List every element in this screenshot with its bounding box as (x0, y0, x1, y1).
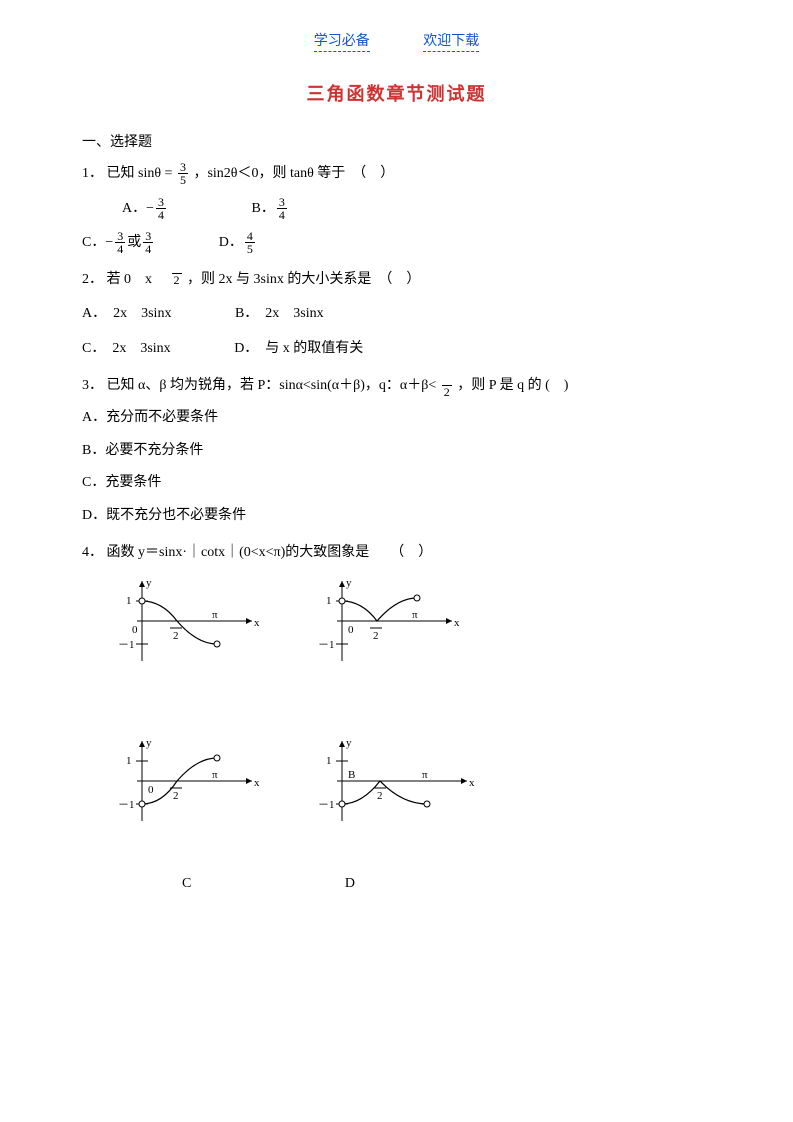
svg-text:π: π (412, 609, 418, 621)
question-4: 4． 函数 y＝sinx·｜cotx｜(0<x<π)的大致图象是 （ ） (82, 540, 711, 567)
svg-text:0: 0 (148, 784, 154, 796)
svg-text:x: x (254, 777, 260, 789)
q2-opt-d: D． 与 x 的取值有关 (234, 336, 363, 363)
svg-text:－1: －1 (118, 799, 135, 811)
q2-opt-c: C． 2x 3sinx (82, 336, 171, 363)
page-header: 学习必备 欢迎下载 (82, 30, 711, 50)
q2-frac: 2 (172, 273, 182, 286)
q3-options: A．充分而不必要条件 B．必要不充分条件 C．充要条件 D．既不充分也不必要条件 (82, 405, 711, 529)
svg-text:1: 1 (326, 755, 332, 767)
q2-opt-a: A． 2x 3sinx (82, 301, 171, 328)
q3-num: 3． (82, 378, 103, 393)
question-1: 1． 已知 sinθ = 35 ，sin2θ＜0，则 tanθ 等于 （ ） A… (82, 161, 711, 257)
q2-options-row1: A． 2x 3sinx B． 2x 3sinx (82, 301, 711, 328)
svg-text:2: 2 (173, 790, 179, 802)
q1-opt-a: A．−34 (122, 196, 168, 223)
q1-opt-d: D．45 (219, 230, 257, 257)
header-right: 欢迎下载 (423, 34, 479, 52)
q1-frac: 35 (178, 161, 188, 186)
q1-opt-c: C．−34或34 (82, 230, 155, 257)
q3-opt-c: C．充要条件 (82, 470, 711, 497)
q2-text-a: 若 0 x (107, 272, 167, 287)
q1-text-b: ，sin2θ＜0，则 tanθ 等于 （ ） (193, 166, 394, 181)
svg-text:x: x (254, 617, 260, 629)
svg-text:x: x (469, 777, 475, 789)
question-3: 3． 已知 α、β 均为锐角，若 P：sinα<sin(α＋β)，q：α＋β< … (82, 373, 711, 530)
q3-opt-a: A．充分而不必要条件 (82, 405, 711, 432)
graph-d: y x 1 －1 B π 2 (312, 736, 472, 836)
q3-opt-b: B．必要不充分条件 (82, 438, 711, 465)
svg-text:y: y (146, 577, 152, 589)
q2-opt-b: B． 2x 3sinx (235, 301, 324, 328)
svg-text:－1: －1 (118, 639, 135, 651)
svg-text:1: 1 (126, 755, 132, 767)
svg-text:π: π (212, 769, 218, 781)
label-c: C (182, 876, 191, 892)
question-2: 2． 若 0 x 2 ，则 2x 与 3sinx 的大小关系是 （ ） A． 2… (82, 267, 711, 363)
svg-text:0: 0 (348, 624, 354, 636)
q2-num: 2． (82, 272, 103, 287)
svg-text:y: y (346, 577, 352, 589)
svg-text:2: 2 (373, 630, 379, 642)
q1-text-a: 已知 sinθ = (107, 166, 173, 181)
q1-options-row2: C．−34或34 D．45 (82, 230, 711, 257)
svg-text:－1: －1 (318, 639, 335, 651)
svg-text:2: 2 (377, 790, 383, 802)
svg-text:y: y (146, 737, 152, 749)
svg-text:B: B (348, 769, 355, 781)
svg-text:1: 1 (326, 595, 332, 607)
page-title: 三角函数章节测试题 (82, 80, 711, 106)
q3-opt-d: D．既不充分也不必要条件 (82, 503, 711, 530)
graph-b: y x 1 －1 0 π 2 (312, 576, 462, 676)
q1-opt-b: B．34 (252, 196, 289, 223)
graph-cd-labels: C D (182, 876, 711, 892)
q4-num: 4． (82, 545, 103, 560)
svg-text:π: π (212, 609, 218, 621)
q2-text-b: ，则 2x 与 3sinx 的大小关系是 （ ） (187, 272, 420, 287)
q3-text-b: ，则 P 是 q 的 ( ) (457, 378, 568, 393)
q3-frac: 2 (442, 373, 452, 398)
graph-row-1: y x 1 －1 0 π 2 y x (112, 576, 711, 676)
header-left: 学习必备 (314, 34, 370, 52)
graph-row-2: y x 1 －1 0 π 2 y x (112, 736, 711, 836)
section-heading: 一、选择题 (82, 131, 711, 151)
svg-text:y: y (346, 737, 352, 749)
svg-text:－1: －1 (318, 799, 335, 811)
q2-options-row2: C． 2x 3sinx D． 与 x 的取值有关 (82, 336, 711, 363)
graph-c: y x 1 －1 0 π 2 (112, 736, 262, 836)
q1-options-row1: A．−34 B．34 (122, 196, 711, 223)
svg-text:0: 0 (132, 624, 138, 636)
q3-text-a: 已知 α、β 均为锐角，若 P：sinα<sin(α＋β)，q：α＋β< (107, 378, 437, 393)
svg-text:2: 2 (173, 630, 179, 642)
graph-a: y x 1 －1 0 π 2 (112, 576, 262, 676)
svg-text:1: 1 (126, 595, 132, 607)
svg-text:x: x (454, 617, 460, 629)
label-d: D (345, 876, 355, 892)
svg-text:π: π (422, 769, 428, 781)
q4-text: 函数 y＝sinx·｜cotx｜(0<x<π)的大致图象是 （ ） (107, 545, 433, 560)
q1-num: 1． (82, 166, 103, 181)
